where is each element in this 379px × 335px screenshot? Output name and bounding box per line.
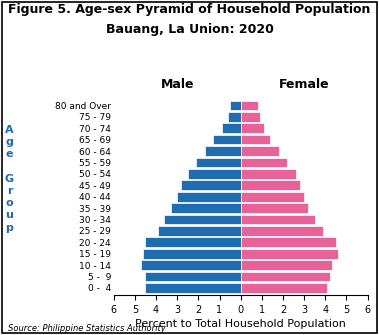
- Text: p: p: [6, 222, 13, 232]
- Bar: [158, 226, 241, 236]
- Text: Female: Female: [279, 77, 329, 90]
- Bar: [230, 100, 241, 110]
- Text: Source: Philippine Statistics Authority: Source: Philippine Statistics Authority: [8, 324, 165, 333]
- Bar: [241, 123, 264, 133]
- Bar: [143, 249, 241, 259]
- Text: A: A: [5, 125, 14, 135]
- Bar: [241, 283, 327, 293]
- Text: r: r: [7, 186, 12, 196]
- Bar: [196, 157, 241, 167]
- Bar: [241, 260, 332, 270]
- Bar: [241, 157, 287, 167]
- Text: G: G: [5, 174, 14, 184]
- Bar: [171, 203, 241, 213]
- Bar: [213, 135, 241, 144]
- Bar: [141, 260, 241, 270]
- Bar: [241, 272, 329, 281]
- Text: e: e: [6, 149, 13, 159]
- Text: g: g: [6, 137, 13, 147]
- Bar: [241, 100, 258, 110]
- Bar: [241, 192, 304, 202]
- Bar: [241, 146, 279, 156]
- Bar: [205, 146, 241, 156]
- Bar: [146, 272, 241, 281]
- Text: u: u: [6, 210, 13, 220]
- Bar: [241, 135, 270, 144]
- Bar: [241, 238, 336, 247]
- Bar: [146, 238, 241, 247]
- Bar: [182, 180, 241, 190]
- Bar: [241, 215, 315, 224]
- Bar: [222, 123, 241, 133]
- Bar: [188, 169, 241, 179]
- Bar: [241, 203, 309, 213]
- Text: Male: Male: [160, 77, 194, 90]
- Bar: [177, 192, 241, 202]
- Bar: [241, 249, 338, 259]
- Bar: [146, 283, 241, 293]
- Text: Figure 5. Age-sex Pyramid of Household Population: Figure 5. Age-sex Pyramid of Household P…: [8, 3, 371, 16]
- Text: o: o: [6, 198, 13, 208]
- X-axis label: Percent to Total Household Population: Percent to Total Household Population: [135, 319, 346, 329]
- Text: Bauang, La Union: 2020: Bauang, La Union: 2020: [106, 23, 273, 37]
- Bar: [241, 180, 300, 190]
- Bar: [241, 169, 296, 179]
- Bar: [228, 112, 241, 122]
- Bar: [241, 226, 323, 236]
- Bar: [241, 112, 260, 122]
- Bar: [164, 215, 241, 224]
